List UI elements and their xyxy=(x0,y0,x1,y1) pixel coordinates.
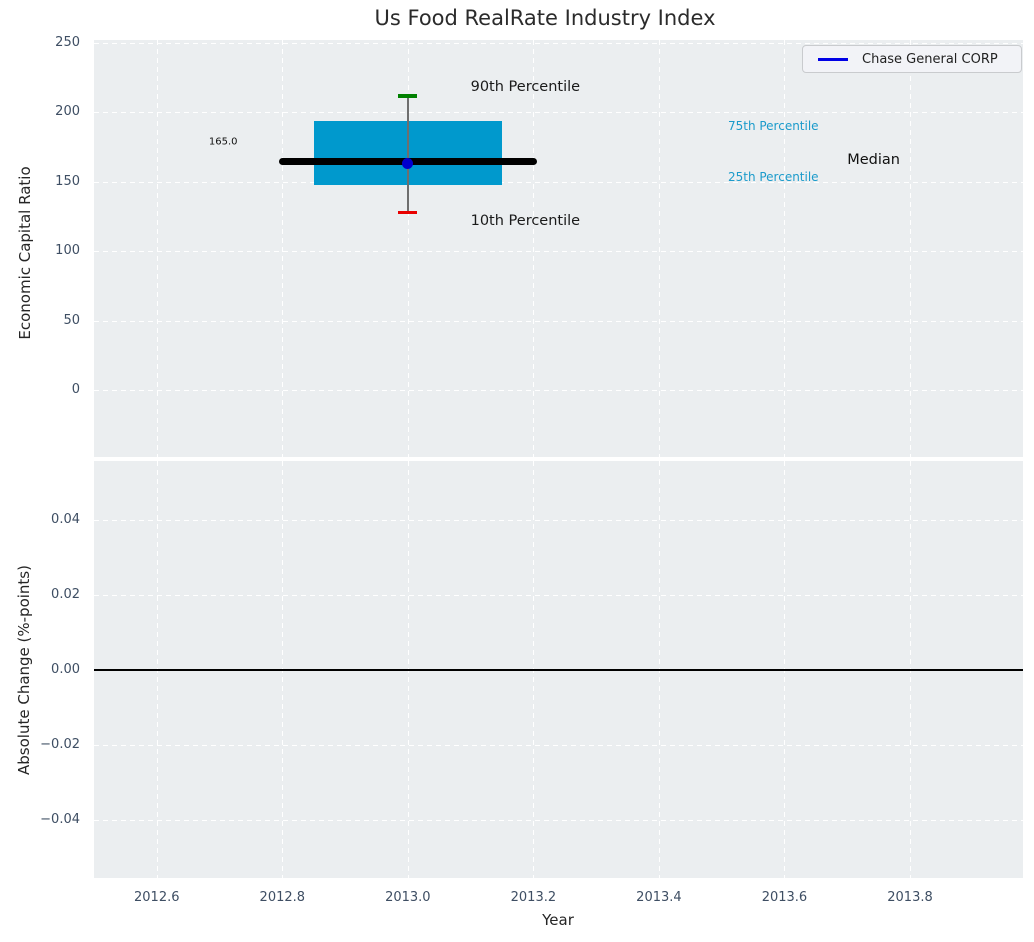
y-gridline xyxy=(94,744,1023,746)
whisker-cap-10th xyxy=(398,210,418,215)
x-axis-label: Year xyxy=(542,911,574,929)
x-tick-label: 2013.6 xyxy=(761,890,808,905)
chart-annotation: 90th Percentile xyxy=(470,79,581,96)
y-tick-label: 250 xyxy=(55,35,80,51)
y-tick-label: 0.02 xyxy=(51,586,80,602)
y-tick-label: 0.00 xyxy=(51,661,80,677)
x-tick-label: 2012.8 xyxy=(259,890,306,905)
x-gridline xyxy=(658,40,660,457)
legend: Chase General CORP xyxy=(802,45,1022,73)
company-value-marker xyxy=(402,158,414,170)
x-gridline xyxy=(156,40,158,457)
x-tick-label: 2013.4 xyxy=(636,890,682,905)
y-tick-label: −0.04 xyxy=(40,811,80,827)
y-gridline xyxy=(94,251,1023,253)
y-gridline xyxy=(94,519,1023,521)
y-gridline xyxy=(94,389,1023,391)
chart-annotation: 75th Percentile xyxy=(727,119,819,134)
chart-annotation: 25th Percentile xyxy=(727,169,819,184)
y-tick-label: 0 xyxy=(71,381,80,397)
whisker-cap-90th xyxy=(398,94,418,98)
x-tick-label: 2012.6 xyxy=(134,890,180,905)
x-tick-label: 2013.2 xyxy=(510,890,557,905)
x-gridline xyxy=(910,40,911,457)
x-gridline xyxy=(282,40,284,457)
whisker-line xyxy=(407,95,409,213)
y-gridline xyxy=(94,181,1023,183)
axes-bottom-panel xyxy=(94,461,1023,878)
chart-title: Us Food RealRate Industry Index xyxy=(374,6,716,30)
y-tick-label: 150 xyxy=(55,173,80,189)
x-gridline xyxy=(407,40,409,457)
y-tick-label: 200 xyxy=(55,104,80,120)
y-tick-label: 100 xyxy=(55,243,80,259)
legend-line-marker xyxy=(818,57,848,61)
y-tick-label: −0.02 xyxy=(40,736,80,752)
legend-entry-label: Chase General CORP xyxy=(862,51,998,67)
y-tick-label: 0.04 xyxy=(51,511,80,527)
y-gridline xyxy=(94,112,1023,114)
x-gridline xyxy=(784,40,786,457)
x-tick-label: 2013.8 xyxy=(887,890,933,905)
x-tick-label: 2013.0 xyxy=(385,890,431,905)
y-tick-label: 50 xyxy=(63,312,80,328)
y-gridline xyxy=(94,43,1023,45)
y-gridline xyxy=(94,819,1023,821)
zero-line xyxy=(94,668,1023,671)
chart-annotation: 10th Percentile xyxy=(470,212,581,229)
chart-annotation: Median xyxy=(847,151,900,168)
axes-top-panel: 90th Percentile 10th Percentile 75th Perce… xyxy=(94,40,1023,457)
x-gridline xyxy=(533,40,535,457)
chart-annotation: 165.0 xyxy=(208,136,238,148)
y-gridline xyxy=(94,594,1023,596)
y-gridline xyxy=(94,320,1023,322)
